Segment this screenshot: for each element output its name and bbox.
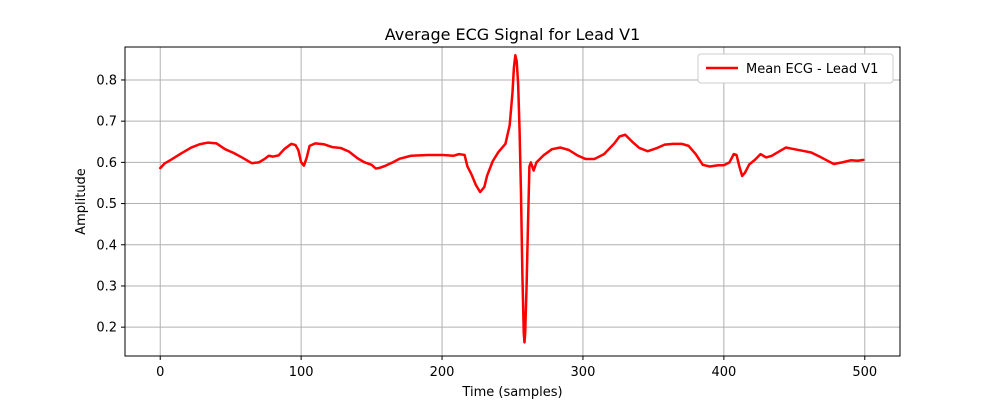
legend-label-mean-ecg: Mean ECG - Lead V1 xyxy=(746,62,878,77)
x-axis-title: Time (samples) xyxy=(461,385,562,400)
chart-title: Average ECG Signal for Lead V1 xyxy=(385,25,641,44)
x-tick-label: 0 xyxy=(156,365,164,380)
legend: Mean ECG - Lead V1 xyxy=(697,53,894,84)
y-axis-title: Amplitude xyxy=(74,168,89,235)
x-tick-label: 200 xyxy=(430,365,455,380)
y-tick-label: 0.5 xyxy=(96,197,117,212)
x-tick-label: 400 xyxy=(711,365,736,380)
y-tick-label: 0.6 xyxy=(96,156,117,171)
series-layer xyxy=(158,53,865,344)
series-line-mean-ecg xyxy=(158,53,865,344)
y-tick-label: 0.2 xyxy=(96,321,117,336)
x-tick-label: 500 xyxy=(852,365,877,380)
ticks-layer: 0 100 200 300 400 500 0.2 0.3 0.4 0.5 0.6 0.7 0.8 xyxy=(96,73,877,380)
x-tick-label: 100 xyxy=(289,365,314,380)
legend-box xyxy=(697,53,894,84)
x-tick-label: 300 xyxy=(571,365,596,380)
y-tick-label: 0.8 xyxy=(96,73,117,88)
y-tick-label: 0.7 xyxy=(96,115,117,130)
plot-frame xyxy=(124,46,901,357)
y-tick-label: 0.4 xyxy=(96,238,117,253)
y-tick-label: 0.3 xyxy=(96,279,117,294)
